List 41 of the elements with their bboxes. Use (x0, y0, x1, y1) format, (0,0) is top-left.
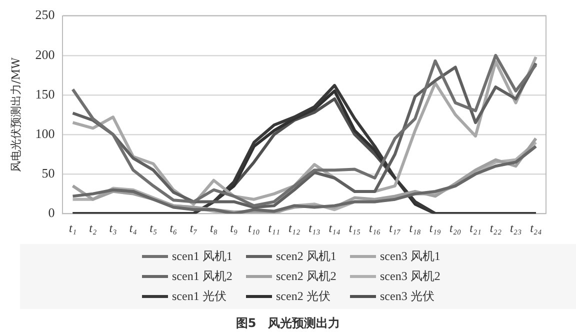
x-tick-label: t₅ (150, 220, 158, 235)
x-tick-label: t₈ (210, 220, 218, 235)
x-tick-label: t₁₁ (268, 220, 280, 235)
y-tick-label: 200 (35, 46, 55, 62)
legend-label: scen3 风机2 (380, 268, 440, 285)
x-tick-label: t₁₄ (328, 220, 340, 235)
x-tick-label: t₁₃ (308, 220, 320, 235)
x-tick-label: t₄ (129, 220, 137, 235)
legend-label: scen3 风机1 (380, 248, 440, 265)
y-tick-label: 100 (35, 126, 55, 141)
x-tick-label: t₁₅ (348, 220, 361, 235)
x-tick-label: t₁ (69, 220, 77, 235)
y-tick-label: 50 (42, 165, 55, 180)
x-tick-label: t₁₇ (389, 220, 401, 235)
y-tick-label: 0 (48, 205, 55, 220)
legend-label: scen1 风机1 (172, 248, 232, 265)
y-axis-title: 风电光伏预测出力/MW (9, 56, 22, 172)
x-tick-label: t₉ (230, 220, 238, 235)
x-tick-label: t₆ (170, 220, 178, 235)
x-tick-label: t₁₂ (288, 220, 300, 235)
x-tick-label: t₂₁ (470, 220, 482, 235)
x-tick-label: t₁₀ (248, 220, 260, 235)
y-tick-label: 150 (35, 86, 55, 102)
x-tick-label: t₂₃ (510, 220, 522, 235)
text: 图5 风光预测出力 (234, 315, 342, 332)
legend-label: scen1 风机2 (172, 268, 232, 285)
x-tick-label: t₂₂ (490, 220, 502, 235)
x-tick-label: t₂ (89, 220, 97, 235)
legend-label: scen2 风机2 (276, 268, 336, 285)
y-tick-label: 250 (35, 7, 55, 22)
x-tick-label: t₁₉ (429, 220, 442, 235)
legend-label: scen3 光伏 (380, 288, 434, 305)
x-tick-label: t₂₄ (530, 220, 542, 235)
legend-label: scen2 风机1 (276, 248, 336, 265)
legend-label: scen2 光伏 (276, 288, 330, 305)
legend-label: scen1 光伏 (172, 288, 226, 305)
x-tick-label: t₃ (109, 220, 117, 235)
x-tick-label: t₁₆ (368, 220, 381, 235)
x-tick-label: t₇ (190, 220, 198, 235)
x-tick-label: t₂₀ (450, 220, 462, 235)
x-tick-label: t₁₈ (409, 220, 421, 235)
